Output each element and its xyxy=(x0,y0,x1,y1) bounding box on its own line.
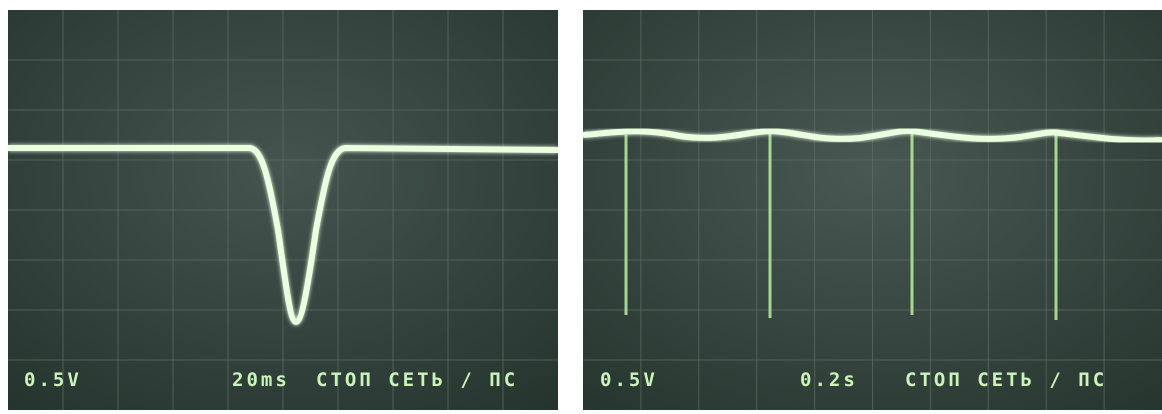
right-screen: 0.5V 0.2s СТОП СЕТЬ / ПС xyxy=(582,10,1162,410)
trace xyxy=(8,145,559,325)
gap xyxy=(558,0,583,414)
volts-label: 0.5V xyxy=(600,369,658,391)
volts-label: 0.5V xyxy=(24,369,82,391)
left-screen: 0.5V 20ms СТОП СЕТЬ / ПС xyxy=(8,10,559,410)
timebase-label: 0.2s xyxy=(800,369,858,391)
status-label: СТОП СЕТЬ / ПС xyxy=(316,369,518,391)
timebase-label: 20ms xyxy=(232,369,290,391)
trace xyxy=(582,127,1162,144)
status-label: СТОП СЕТЬ / ПС xyxy=(905,369,1107,391)
grid xyxy=(583,10,1162,410)
